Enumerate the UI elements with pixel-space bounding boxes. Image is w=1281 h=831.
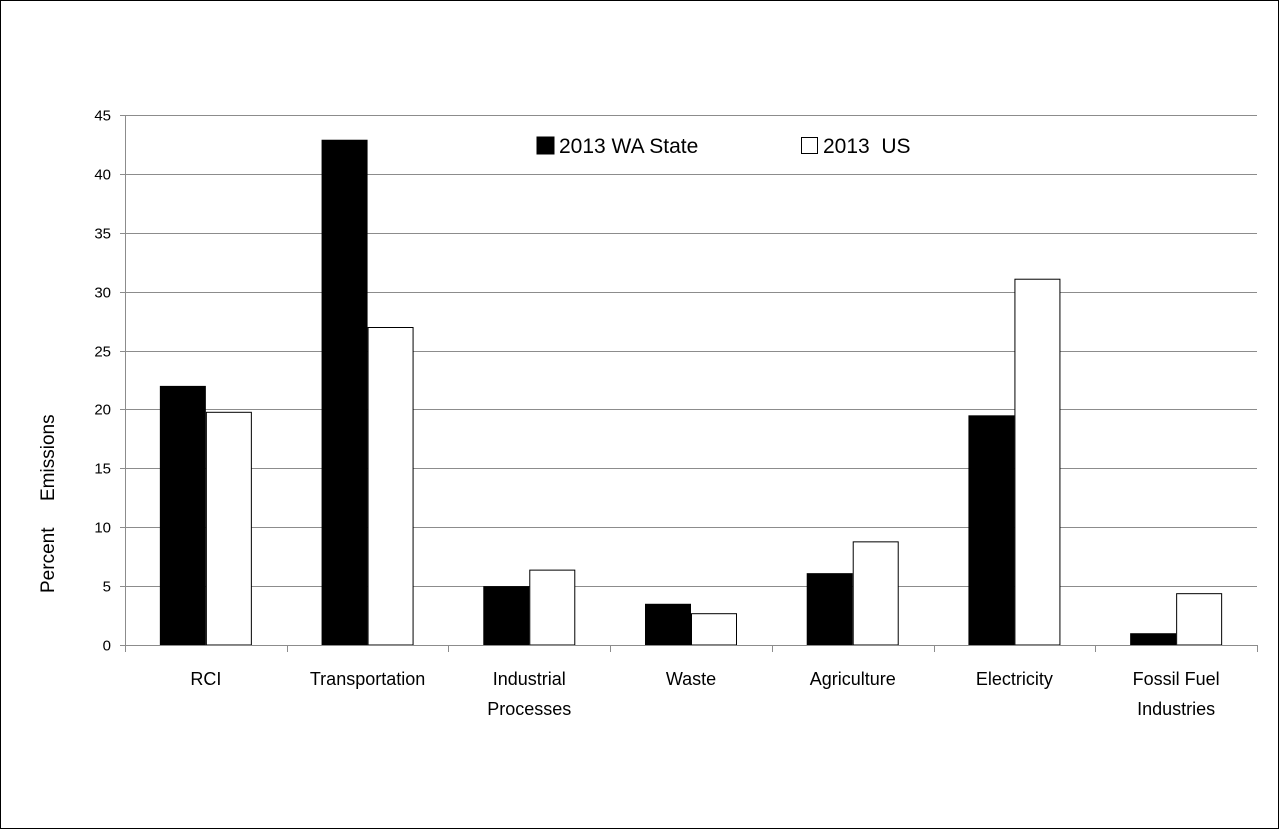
bar-wa-state [321,139,368,646]
bar-wa-state [645,603,691,646]
legend-label-wa: 2013 WA State [559,135,698,158]
y-tick-label: 30 [94,285,111,302]
legend-swatch-us [801,137,818,154]
x-category-label: Industrial [493,669,566,689]
bar-wa-state [483,586,530,646]
y-axis-label-word-2: Emissions [38,414,59,501]
x-category-label: RCI [190,669,221,689]
bar-us [367,327,414,646]
bar-us [529,569,576,646]
gridlines [125,115,1257,587]
y-tick-label: 20 [94,402,111,419]
y-tick-label: 45 [94,108,111,125]
x-category-label: Fossil Fuel [1133,669,1220,689]
y-tick-label: 15 [94,461,111,478]
x-category-label: Agriculture [810,669,896,689]
x-category-label: Electricity [976,669,1053,689]
bar-wa-state [1130,633,1177,646]
bar-us [852,541,899,646]
x-category-label: Processes [487,699,571,719]
y-tick-label: 25 [94,344,111,361]
y-tick-label: 0 [103,638,111,655]
x-category-label: Transportation [310,669,425,689]
bar-us [691,613,737,646]
y-axis-label: Percent Emissions [38,414,59,593]
bar-wa-state [968,415,1015,646]
bars [159,139,1223,646]
y-tick-label: 5 [103,579,111,596]
axes [120,115,1258,652]
bar-wa-state [806,573,853,646]
bar-us [1176,593,1223,646]
y-tick-label: 35 [94,226,111,243]
bar-us [1014,278,1061,646]
legend-swatch-wa [536,136,555,155]
y-axis-label-word-1: Percent [38,527,59,593]
x-category-label: Industries [1137,699,1215,719]
y-tick-labels: 0 5 10 15 20 25 30 35 40 45 [94,108,111,655]
y-tick-label: 40 [94,167,111,184]
y-tick-label: 10 [94,520,111,537]
bar-us [205,411,252,646]
legend-label-us: 2013 US [823,135,911,158]
bar-wa-state [159,385,206,646]
legend: 2013 WA State 2013 US [536,135,911,158]
x-category-label: Waste [666,669,716,689]
x-category-labels: RCI Transportation Industrial Processes Wast… [190,669,1219,719]
